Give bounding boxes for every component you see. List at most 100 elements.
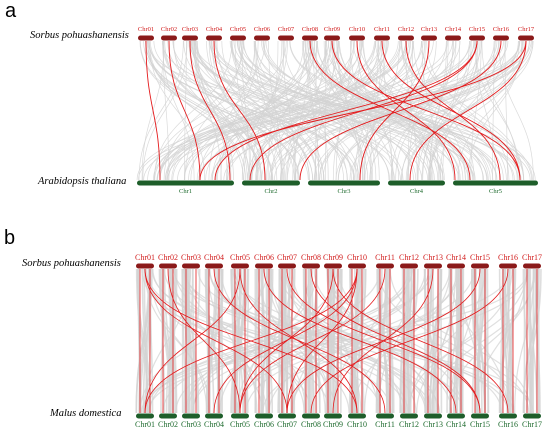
highlight-link xyxy=(263,268,457,414)
top-chromosome-bar xyxy=(159,263,177,269)
highlight-link xyxy=(213,268,386,414)
synteny-link xyxy=(215,40,519,181)
top-chromosome-label: Chr01 xyxy=(135,253,155,262)
bottom-chromosome-label: Chr03 xyxy=(181,420,201,429)
synteny-link xyxy=(504,268,514,414)
synteny-link xyxy=(460,268,485,414)
top-chromosome-label: Chr10 xyxy=(347,253,367,262)
panel-b-bottom-chromosomes: Chr01 Chr02 Chr03 Chr04 Chr05 Chr06 Chr07 Chr08… xyxy=(135,413,542,429)
top-chromosome-label: Chr06 xyxy=(254,26,271,33)
highlight-link xyxy=(310,268,509,414)
synteny-link xyxy=(417,40,478,181)
top-chromosome-label: Chr01 xyxy=(138,26,154,33)
bottom-chromosome-bar xyxy=(471,413,489,419)
panel-a-top-species: Sorbus pohuashanensis xyxy=(30,30,129,41)
synteny-link xyxy=(527,268,538,414)
synteny-link xyxy=(481,40,519,181)
top-chromosome-label: Chr03 xyxy=(181,253,201,262)
top-chromosome-bar xyxy=(421,35,437,41)
synteny-link xyxy=(383,40,393,181)
synteny-link xyxy=(167,40,325,181)
bottom-chromosome-label: Chr16 xyxy=(498,420,518,429)
top-chromosome-bar xyxy=(302,263,320,269)
bottom-chromosome-label: Chr12 xyxy=(399,420,419,429)
top-chromosome-bar xyxy=(324,35,340,41)
synteny-link xyxy=(352,40,504,181)
top-chromosome-bar xyxy=(254,35,270,41)
synteny-link xyxy=(190,40,348,181)
top-chromosome-bar xyxy=(138,35,154,41)
bottom-chromosome-bar xyxy=(447,413,465,419)
bottom-chromosome-label: Chr10 xyxy=(347,420,367,429)
synteny-link xyxy=(440,268,443,414)
bottom-chromosome-bar xyxy=(182,413,200,419)
panel-b-top-chromosomes: Chr01 Chr02 Chr03 Chr04 Chr05 Chr06 Chr07 Chr08… xyxy=(135,253,542,269)
synteny-link xyxy=(279,268,453,414)
synteny-link xyxy=(188,40,295,181)
synteny-link xyxy=(226,40,361,181)
highlight-link xyxy=(286,268,358,414)
synteny-link xyxy=(530,268,537,414)
synteny-link xyxy=(364,40,476,181)
top-chromosome-bar xyxy=(445,35,461,41)
synteny-link xyxy=(283,40,369,181)
synteny-link xyxy=(159,40,339,181)
top-chromosome-bar xyxy=(302,35,318,41)
top-chromosome-label: Chr15 xyxy=(469,26,485,33)
synteny-link xyxy=(283,40,339,181)
bottom-chromosome-bar xyxy=(242,180,300,186)
synteny-link xyxy=(145,268,312,414)
highlight-link xyxy=(145,40,161,181)
top-chromosome-label: Chr04 xyxy=(204,253,224,262)
highlight-link xyxy=(381,40,521,181)
synteny-link xyxy=(190,40,422,181)
highlight-link xyxy=(144,268,241,414)
synteny-link xyxy=(173,268,534,414)
top-chromosome-label: Chr07 xyxy=(277,253,297,262)
synteny-link xyxy=(279,40,387,181)
highlight-link xyxy=(239,268,358,414)
synteny-link xyxy=(156,40,505,181)
synteny-link xyxy=(154,40,233,181)
top-chromosome-label: Chr11 xyxy=(374,26,390,33)
synteny-link xyxy=(214,40,498,181)
panel-a-background-links xyxy=(136,40,536,181)
bottom-chromosome-label: Chr07 xyxy=(277,420,297,429)
synteny-link xyxy=(430,268,437,414)
top-chromosome-label: Chr16 xyxy=(498,253,518,262)
synteny-link xyxy=(289,40,532,181)
top-chromosome-label: Chr14 xyxy=(445,26,462,33)
highlight-link xyxy=(239,268,386,414)
highlight-link xyxy=(359,40,430,181)
synteny-link xyxy=(207,268,258,414)
synteny-link xyxy=(401,40,496,181)
synteny-link xyxy=(268,40,415,181)
bottom-chromosome-bar xyxy=(205,413,223,419)
top-chromosome-bar xyxy=(471,263,489,269)
top-chromosome-bar xyxy=(230,35,246,41)
synteny-link xyxy=(349,40,534,181)
top-chromosome-label: Chr13 xyxy=(421,26,437,33)
synteny-link xyxy=(429,40,447,181)
synteny-link xyxy=(470,40,482,181)
synteny-link xyxy=(405,40,520,181)
synteny-link xyxy=(421,40,439,181)
top-chromosome-label: Chr05 xyxy=(230,253,250,262)
synteny-link xyxy=(215,40,312,181)
bottom-chromosome-bar xyxy=(231,413,249,419)
panel-b-background-links xyxy=(135,268,542,414)
top-chromosome-bar xyxy=(424,263,442,269)
top-chromosome-bar xyxy=(376,263,394,269)
synteny-link xyxy=(172,40,407,181)
synteny-link xyxy=(405,40,418,181)
bottom-chromosome-label: Chr2 xyxy=(265,188,278,195)
bottom-chromosome-bar xyxy=(278,413,296,419)
synteny-link xyxy=(338,40,507,181)
synteny-link xyxy=(238,40,417,181)
highlight-link xyxy=(332,268,434,414)
synteny-link xyxy=(227,40,470,181)
top-chromosome-bar xyxy=(182,35,198,41)
synteny-link xyxy=(452,268,464,414)
synteny-link xyxy=(407,40,414,181)
